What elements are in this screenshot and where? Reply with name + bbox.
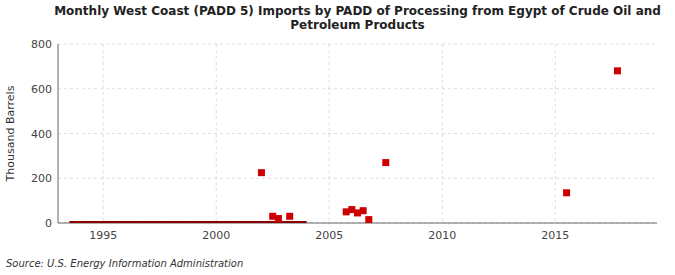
data	[69, 67, 621, 223]
title-line: Petroleum Products	[290, 18, 424, 32]
point	[614, 67, 621, 74]
y-tick-label: 400	[31, 128, 52, 141]
x-grid-line	[216, 44, 217, 223]
x-grid-line	[442, 44, 443, 223]
title-line: Monthly West Coast (PADD 5) Imports by P…	[54, 4, 661, 18]
point	[275, 215, 282, 222]
x-grid-line	[103, 44, 104, 223]
y-axis-line	[58, 44, 59, 223]
y-grid-line	[58, 223, 657, 224]
source: Source: U.S. Energy Information Administ…	[6, 258, 243, 269]
point	[360, 207, 367, 214]
point	[258, 169, 265, 176]
point	[382, 159, 389, 166]
y-tick-label: 600	[31, 83, 52, 96]
y-tick-label: 200	[31, 172, 52, 185]
x-tick-label: 2005	[315, 229, 343, 242]
title: Monthly West Coast (PADD 5) Imports by P…	[54, 4, 661, 32]
x-tick-label: 2000	[202, 229, 230, 242]
zero-line	[69, 221, 306, 223]
grid	[58, 44, 657, 223]
point	[563, 189, 570, 196]
chart: Monthly West Coast (PADD 5) Imports by P…	[0, 0, 675, 275]
x-tick-label: 2015	[541, 229, 569, 242]
y-grid-line	[58, 44, 657, 45]
x-tick-label: 1995	[89, 229, 117, 242]
y-tick-label: 800	[31, 38, 52, 51]
y-tick-label: 0	[45, 217, 52, 230]
y-axis-label: Thousand Barrels	[4, 85, 17, 182]
y-grid-line	[58, 88, 657, 89]
y-grid-line	[58, 178, 657, 179]
x-grid-line	[555, 44, 556, 223]
x-tick-label: 2010	[428, 229, 456, 242]
point	[365, 216, 372, 223]
x-axis-line	[58, 223, 657, 224]
point	[286, 213, 293, 220]
y-grid-line	[58, 133, 657, 134]
x-grid-line	[329, 44, 330, 223]
